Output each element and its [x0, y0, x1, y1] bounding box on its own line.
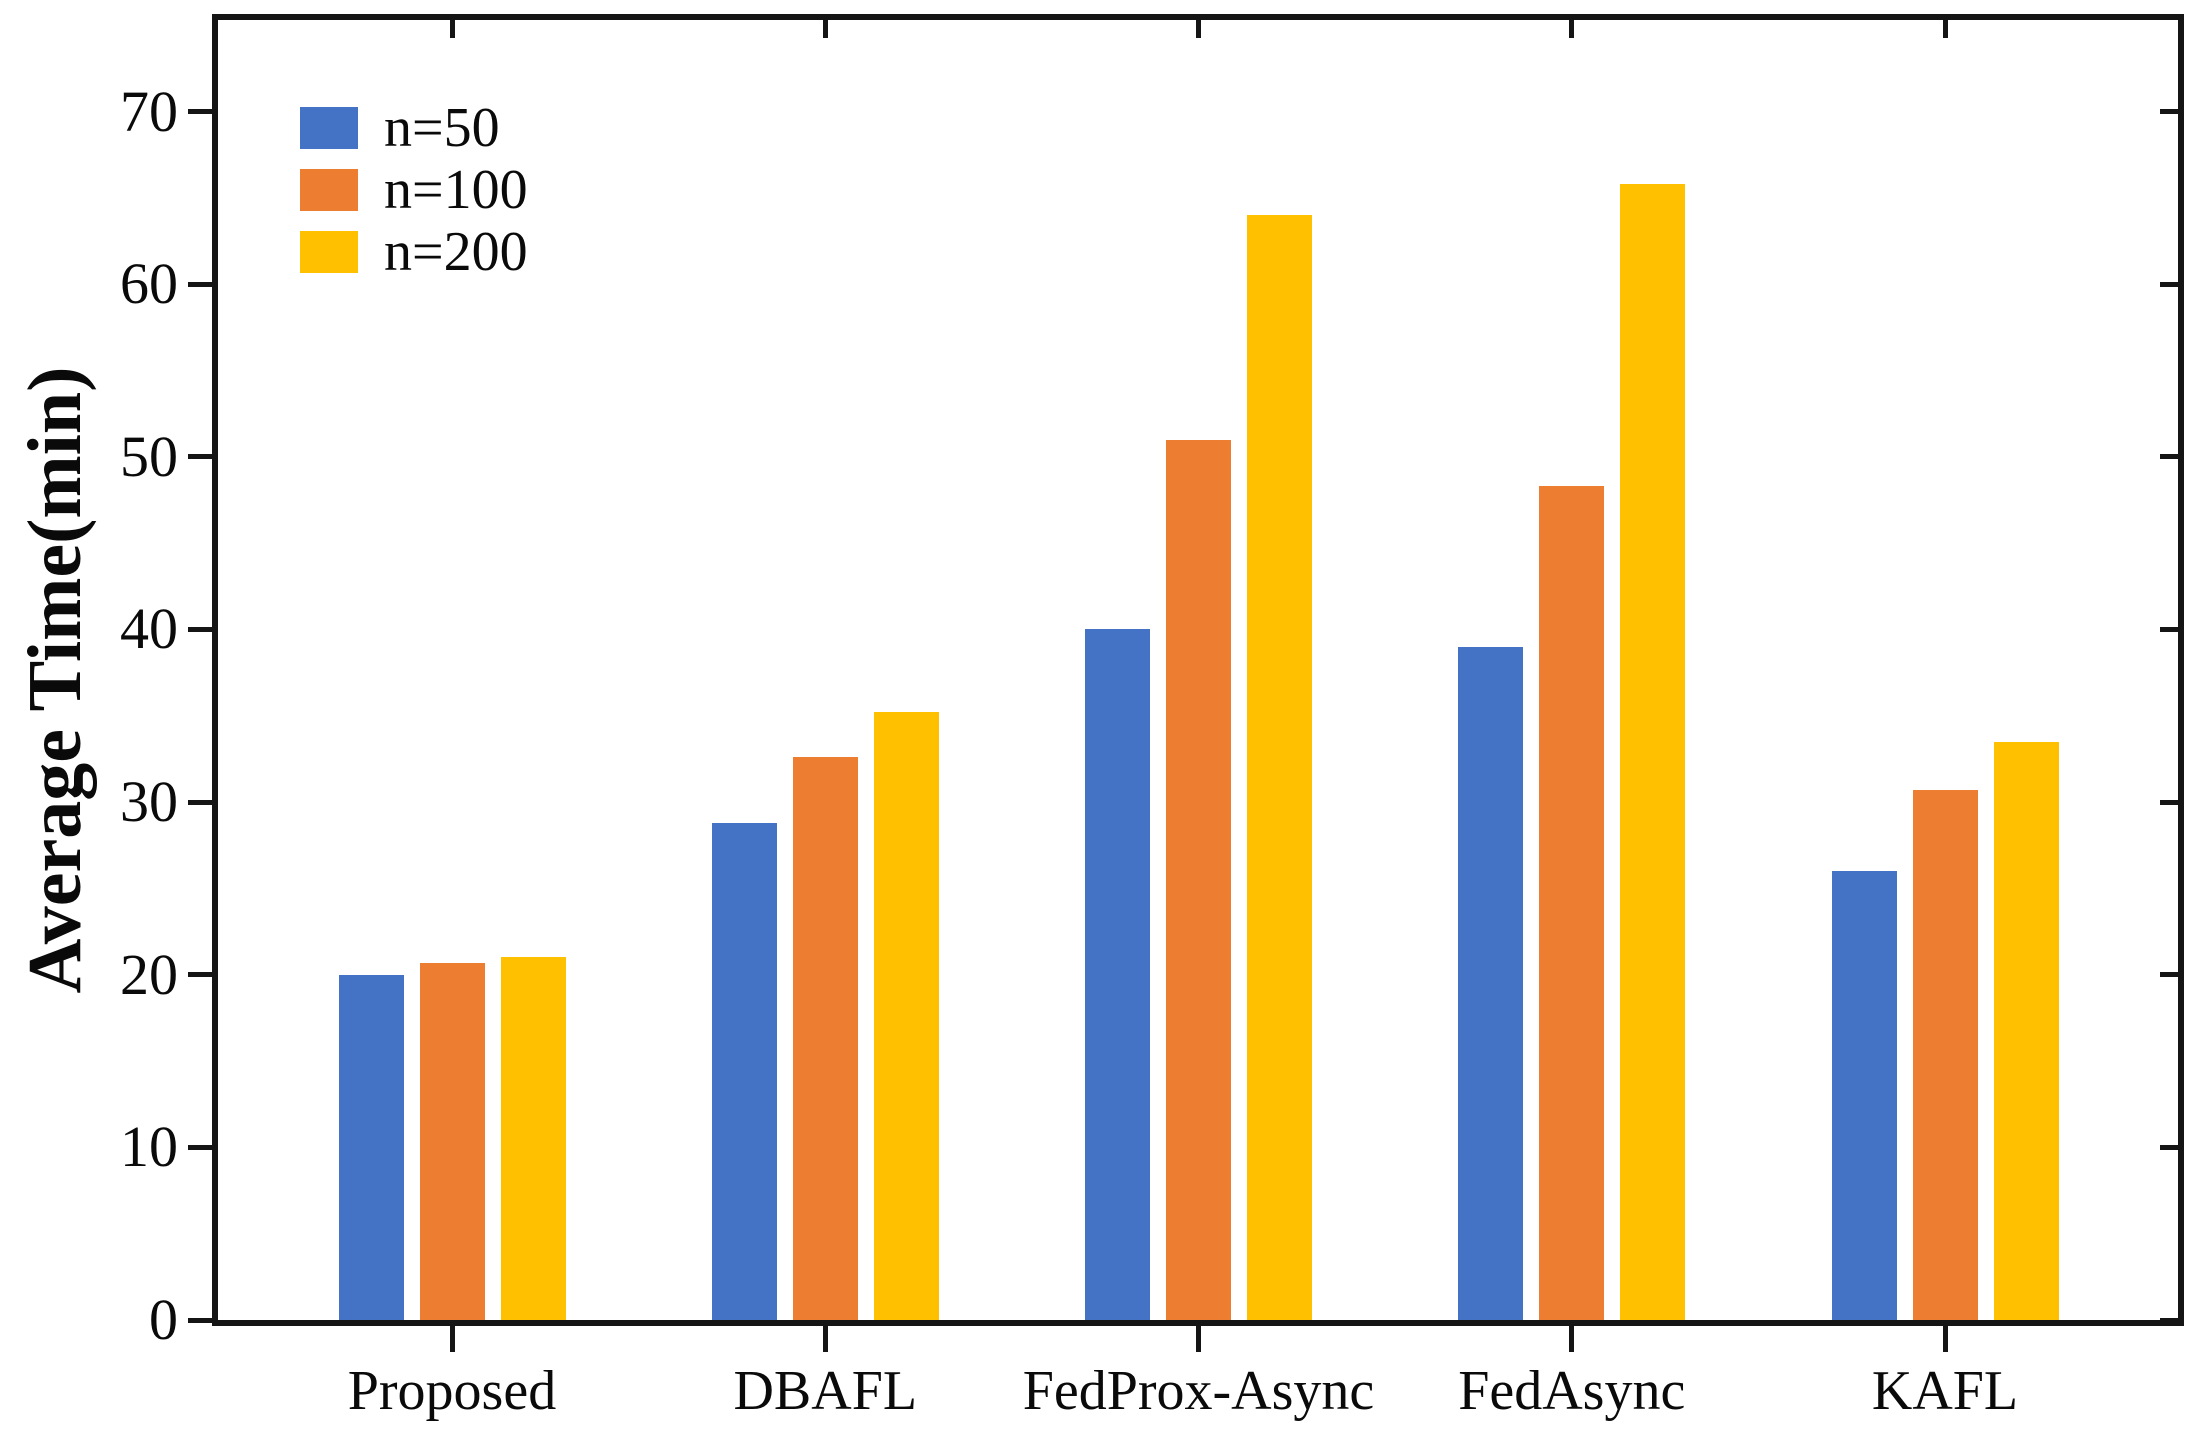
legend-label: n=50: [384, 97, 500, 159]
bar-dbafl-n=200: [873, 712, 939, 1320]
y-tick-left: [188, 281, 212, 287]
y-tick-label: 10: [120, 1114, 178, 1180]
y-tick-left: [188, 626, 212, 632]
legend-swatch-n=200: [300, 231, 358, 273]
legend-item: n=200: [300, 221, 528, 283]
plot-area: [212, 14, 2184, 1326]
bar-fedprox-async-n=100: [1166, 439, 1231, 1320]
legend-item: n=50: [300, 97, 528, 159]
y-tick-left: [188, 454, 212, 460]
legend-label: n=100: [384, 159, 528, 221]
y-tick-left: [188, 1317, 212, 1323]
y-tick-right: [2160, 799, 2178, 805]
x-category-label: FedProx-Async: [1022, 1360, 1375, 1422]
y-tick-left: [188, 1144, 212, 1150]
y-tick-right: [2160, 109, 2178, 114]
bar-fedasync-n=200: [1620, 184, 1686, 1320]
x-tick-top: [449, 20, 455, 38]
bar-proposed-n=50: [338, 974, 404, 1320]
legend-swatch-n=100: [300, 169, 358, 211]
x-tick-bottom: [449, 1326, 455, 1352]
bar-fedprox-async-n=50: [1085, 629, 1150, 1320]
y-tick-right: [2160, 281, 2178, 287]
y-tick-label: 40: [120, 596, 178, 662]
y-tick-label: 20: [120, 941, 178, 1007]
x-tick-bottom: [822, 1326, 828, 1352]
y-tick-right: [2160, 1144, 2178, 1150]
bar-proposed-n=100: [419, 962, 485, 1320]
y-tick-right: [2160, 454, 2178, 460]
y-tick-left: [188, 972, 212, 978]
y-tick-left: [188, 109, 212, 114]
bar-dbafl-n=50: [711, 822, 777, 1320]
x-category-label: Proposed: [347, 1360, 557, 1422]
legend: n=50 n=100 n=200: [300, 97, 528, 283]
x-tick-bottom: [1196, 1326, 1201, 1352]
y-tick-left: [188, 799, 212, 805]
y-tick-right: [2160, 972, 2178, 978]
x-category-label: KAFL: [1871, 1360, 2019, 1422]
x-category-label: FedAsync: [1458, 1360, 1686, 1422]
y-tick-label: 70: [120, 78, 178, 144]
x-tick-top: [1569, 20, 1575, 38]
bar-kafl-n=50: [1831, 871, 1897, 1320]
y-tick-right: [2160, 1317, 2178, 1323]
bar-fedasync-n=50: [1458, 646, 1524, 1320]
bar-kafl-n=200: [1993, 741, 2059, 1320]
y-tick-right: [2160, 626, 2178, 632]
bar-kafl-n=100: [1912, 789, 1978, 1320]
legend-label: n=200: [384, 221, 528, 283]
bar-proposed-n=200: [500, 957, 566, 1320]
x-category-label: DBAFL: [733, 1360, 918, 1422]
x-tick-top: [822, 20, 828, 38]
x-tick-bottom: [1942, 1326, 1948, 1352]
legend-swatch-n=50: [300, 107, 358, 149]
bar-dbafl-n=100: [792, 757, 858, 1320]
y-tick-label: 0: [149, 1287, 178, 1352]
y-tick-label: 60: [120, 251, 178, 317]
x-tick-bottom: [1569, 1326, 1575, 1352]
legend-item: n=100: [300, 159, 528, 221]
y-tick-label: 30: [120, 769, 178, 835]
bar-fedprox-async-n=200: [1247, 215, 1312, 1320]
x-tick-top: [1942, 20, 1948, 38]
y-tick-label: 50: [120, 423, 178, 489]
x-tick-top: [1196, 20, 1201, 38]
bar-fedasync-n=100: [1539, 486, 1605, 1320]
